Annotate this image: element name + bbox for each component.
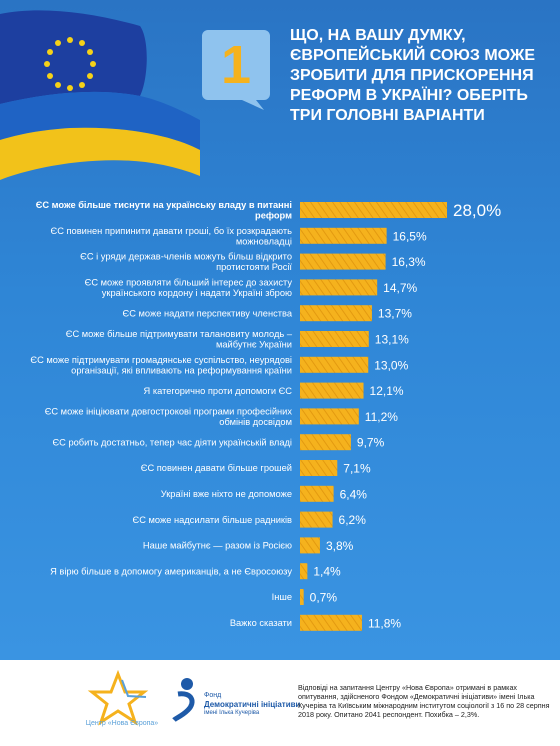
eu-stars [44, 37, 96, 91]
category-label: ЄС робить достатньо, тепер час діяти укр… [52, 437, 292, 447]
category-label: Я вірю більше в допомогу американців, а … [50, 566, 292, 576]
bar-value-label: 3,8% [326, 539, 354, 553]
survey-methodology-note: Відповіді на запитання Центру «Нова Євро… [298, 683, 550, 719]
category-label: ЄС може проявляти більший інтерес до зах… [85, 277, 293, 298]
bar-3 [300, 253, 386, 270]
bar-value-label: 6,2% [339, 513, 367, 527]
ukraine-flag-blue [0, 91, 200, 150]
category-label: ЄС повинен давати більше грошей [141, 463, 292, 473]
category-label: ЄС може більше тиснути на українську вла… [36, 200, 292, 221]
bar-12 [300, 485, 334, 502]
eu-flag [0, 10, 147, 104]
bar-value-label: 16,3% [392, 255, 426, 269]
ukraine-flag-yellow [0, 127, 200, 180]
flag-illustration [0, 10, 200, 180]
bar-value-label: 7,1% [343, 462, 371, 476]
logo-center-nova-europa: Центр «Нова Європа» [85, 720, 159, 727]
bar-value-label: 11,8% [368, 616, 401, 630]
logo2-fund-label: Фонд [204, 692, 222, 699]
bar-value-label: 16,5% [393, 229, 427, 243]
bar-value-label: 0,7% [310, 591, 338, 605]
logo2-name: Демократичні ініціативи [204, 700, 301, 709]
bar-13 [300, 511, 333, 528]
question-number-badge [202, 30, 270, 110]
question-title: ЩО, НА ВАШУ ДУМКУ, ЄВРОПЕЙСЬКИЙ СОЮЗ МОЖ… [290, 27, 536, 124]
bar-17 [300, 614, 362, 631]
bar-2 [300, 227, 387, 244]
category-label: ЄС повинен припинити давати гроші, бо їх… [51, 226, 293, 247]
bar-14 [300, 537, 320, 554]
bar-value-label: 1,4% [313, 565, 341, 579]
bar-1 [300, 202, 447, 218]
bar-8 [300, 382, 364, 399]
bar-10 [300, 434, 351, 451]
category-label: Важко сказати [230, 618, 292, 628]
category-label: ЄС може надати перспективу членства [123, 308, 293, 318]
bar-value-label: 12,1% [370, 384, 404, 398]
bar-value-label: 14,7% [383, 281, 417, 295]
bar-value-label: 11,2% [365, 410, 398, 424]
bar-5 [300, 305, 372, 322]
footer [0, 660, 560, 746]
bar-16 [300, 589, 304, 605]
category-label: ЄС може ініціювати довгострокові програм… [45, 406, 293, 427]
bar-11 [300, 460, 338, 476]
question-number: 1 [220, 35, 252, 95]
category-label: Наше майбутнє — разом із Росією [143, 541, 292, 551]
category-label: ЄС може більше підтримувати талановиту м… [66, 329, 293, 350]
category-label: Україні вже ніхто не допоможе [161, 489, 292, 499]
bar-9 [300, 408, 359, 425]
bar-chart: 28,0% ЄС може більше тиснути на українськ… [30, 200, 501, 631]
category-label: Я категорично проти допомоги ЄС [144, 386, 293, 396]
bar-15 [300, 563, 308, 580]
bar-value-label: 28,0% [453, 201, 501, 220]
category-label: ЄС може надсилати більше радників [133, 515, 293, 525]
democratic-initiatives-logo-icon [172, 678, 195, 722]
category-label: ЄС і уряди держав-членів можуть більш ві… [80, 252, 292, 273]
bar-7 [300, 356, 369, 373]
bar-4 [300, 279, 378, 296]
bar-value-label: 13,1% [375, 333, 409, 347]
category-label: ЄС може підтримувати громадянське суспіл… [30, 355, 292, 376]
bar-value-label: 9,7% [357, 436, 385, 450]
bar-value-label: 13,7% [378, 307, 412, 321]
infographic-panel: 1 ЩО, НА ВАШУ ДУМКУ, ЄВРОПЕЙСЬКИЙ СОЮЗ М… [0, 0, 560, 660]
category-label: Інше [272, 592, 292, 602]
logo2-subtitle: імені Ілька Кучеріва [204, 710, 260, 716]
bar-value-label: 13,0% [374, 358, 408, 372]
bar-6 [300, 331, 369, 347]
bar-value-label: 6,4% [340, 487, 368, 501]
nova-europa-star-logo-icon [87, 670, 149, 726]
